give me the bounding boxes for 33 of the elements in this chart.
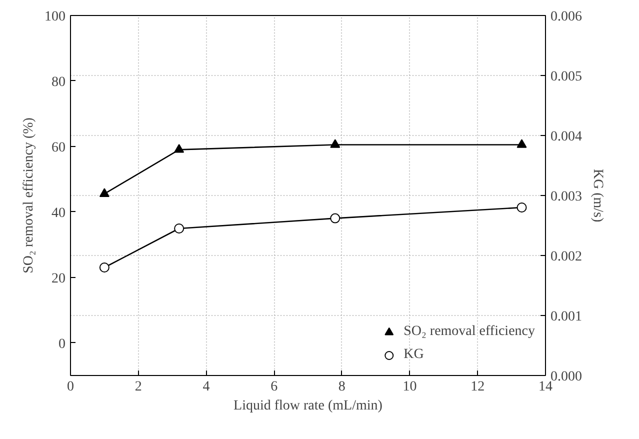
- point: [516, 202, 527, 212]
- x-tick-label: 8: [338, 380, 346, 394]
- point: [330, 213, 340, 224]
- y2-tick-label: 0.005: [550, 70, 582, 84]
- y2-tick-label: 0.003: [550, 190, 582, 204]
- legend-label: KG: [404, 347, 424, 363]
- y-tick-label: 40: [52, 206, 66, 221]
- x-tick-label: 10: [402, 380, 417, 394]
- x-tick-label: 6: [270, 380, 278, 394]
- y2-tick-label: 0.000: [550, 370, 582, 384]
- y2-tick-label: 0.001: [550, 310, 582, 324]
- y-axis-title: SO₂ removal efficiency (%): [22, 117, 36, 274]
- y2-tick-label: 0.004: [550, 130, 582, 144]
- point: [174, 224, 184, 234]
- y2-tick-label: 0.002: [550, 250, 582, 264]
- y-tick-label: 80: [52, 74, 66, 90]
- point: [99, 188, 110, 197]
- x-axis-title: Liquid flow rate (mL/min): [234, 398, 383, 414]
- legend-label: SO₂ removal efficiency: [404, 324, 535, 340]
- point: [99, 262, 110, 272]
- y-tick-label: 100: [44, 10, 66, 24]
- y-tick-label: 20: [52, 271, 66, 286]
- y-tick-label: 0: [58, 336, 66, 352]
- y2-axis-title: KG (m/s): [590, 168, 605, 222]
- x-tick-label: 2: [134, 380, 142, 394]
- point: [174, 144, 184, 153]
- x-tick-label: 4: [202, 380, 210, 394]
- y-tick-label: 60: [52, 140, 66, 156]
- point: [330, 139, 340, 148]
- y2-tick-label: 0.006: [550, 10, 582, 24]
- x-tick-label: 14: [538, 380, 552, 394]
- point: [516, 139, 527, 148]
- x-tick-label: 12: [470, 380, 485, 394]
